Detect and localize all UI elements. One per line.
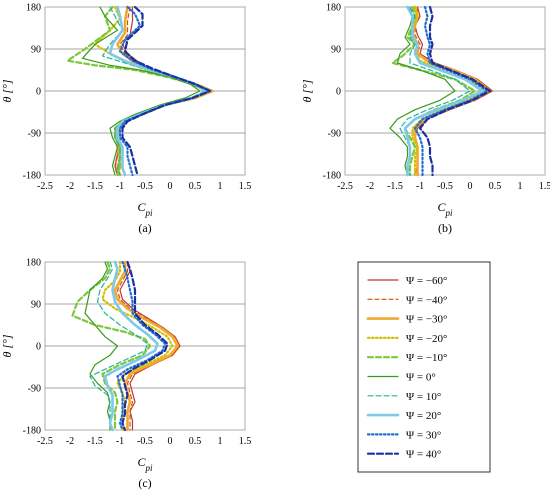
x-axis-label: Cpi: [137, 455, 153, 473]
y-tick-label: 180: [326, 3, 341, 14]
x-tick-label: -2: [66, 436, 74, 447]
y-tick-label: -180: [23, 426, 41, 437]
y-axis-label: θ [°]: [300, 79, 314, 102]
series-line: [113, 260, 179, 432]
legend-label: Ψ = 20°: [406, 410, 441, 422]
series-line: [89, 261, 149, 431]
x-axis-label: Cpi: [137, 200, 153, 218]
y-tick-label: 0: [36, 342, 41, 353]
x-tick-label: 1: [218, 436, 223, 447]
y-tick-label: -90: [28, 129, 41, 140]
legend-label: Ψ = −20°: [406, 333, 447, 345]
chart-panel-2: 180 90 0 -90 -180-2.5 -2 -1.5 -1 -0.5 0 0.5 1 1.5 θ […: [300, 3, 550, 236]
y-tick-label: 180: [26, 258, 41, 269]
legend-item: Ψ = 40°: [366, 449, 441, 461]
x-tick-label: 1: [218, 181, 223, 192]
series-line: [121, 5, 212, 177]
x-tick-label: 0: [168, 436, 173, 447]
legend-label: Ψ = −40°: [406, 294, 447, 306]
legend-item: Ψ = −30°: [366, 314, 447, 326]
y-tick-label: -90: [28, 384, 41, 395]
x-tick-label: 1.5: [239, 181, 252, 192]
x-tick-label: -0.5: [437, 181, 453, 192]
panel-label: (b): [438, 221, 452, 235]
y-tick-label: 0: [36, 87, 41, 98]
legend-item: Ψ = −40°: [367, 294, 447, 306]
x-tick-label: 0.5: [489, 181, 502, 192]
x-tick-label: 0: [168, 181, 173, 192]
x-tick-label: 1.5: [539, 181, 550, 192]
x-tick-label: -2: [66, 181, 74, 192]
legend-label: Ψ = −30°: [406, 314, 447, 326]
chart-panel-1: 180 90 0 -90 -180-2.5 -2 -1.5 -1 -0.5 0 0.5 1 1.5 θ […: [0, 3, 251, 236]
y-tick-label: -180: [23, 171, 41, 182]
y-tick-label: -180: [323, 171, 341, 182]
y-axis-label: θ [°]: [0, 334, 14, 357]
x-tick-label: -1.5: [87, 436, 103, 447]
x-tick-label: 0.5: [189, 436, 202, 447]
legend-item: Ψ = 30°: [366, 429, 441, 441]
series-line: [121, 260, 169, 432]
x-tick-label: -1.5: [387, 181, 403, 192]
x-tick-label: 0.5: [189, 181, 202, 192]
x-tick-label: -1.5: [87, 181, 103, 192]
series-line: [119, 261, 181, 431]
series-line: [408, 5, 487, 177]
legend: Ψ = −60° Ψ = −40° Ψ = −30° Ψ = −20° Ψ = −10°…: [357, 261, 491, 473]
y-tick-label: 180: [26, 3, 41, 14]
legend-label: Ψ = −60°: [406, 275, 447, 287]
series-line: [103, 260, 159, 432]
x-tick-label: -0.5: [137, 436, 153, 447]
y-tick-label: 90: [31, 45, 41, 56]
x-tick-label: -2.5: [37, 181, 53, 192]
panel-label: (c): [138, 476, 151, 490]
series-line: [413, 5, 489, 177]
x-tick-label: 1.5: [239, 436, 252, 447]
legend-label: Ψ = 40°: [406, 449, 441, 461]
series-line: [389, 6, 456, 176]
legend-item: Ψ = 20°: [366, 410, 441, 422]
y-tick-label: -90: [328, 129, 341, 140]
x-tick-label: -1: [116, 181, 124, 192]
x-axis-label: Cpi: [437, 200, 453, 218]
legend-label: Ψ = 0°: [406, 372, 436, 384]
legend-item: Ψ = −20°: [366, 333, 447, 345]
legend-label: Ψ = −10°: [406, 352, 447, 364]
y-tick-label: 0: [336, 87, 341, 98]
legend-label: Ψ = 10°: [406, 391, 441, 403]
series-line: [81, 6, 201, 176]
x-tick-label: 1: [518, 181, 523, 192]
x-tick-label: -2.5: [37, 436, 53, 447]
x-tick-label: 0: [468, 181, 473, 192]
y-tick-label: 90: [31, 300, 41, 311]
y-axis-label: θ [°]: [0, 79, 14, 102]
legend-box: [357, 261, 491, 473]
x-tick-label: -2: [366, 181, 374, 192]
x-tick-label: -0.5: [137, 181, 153, 192]
legend-item: Ψ = 0°: [367, 372, 436, 384]
legend-item: Ψ = −10°: [366, 352, 447, 364]
legend-label: Ψ = 30°: [406, 429, 441, 441]
series-line: [391, 5, 477, 177]
series-line: [418, 5, 492, 177]
x-tick-label: -1: [416, 181, 424, 192]
y-tick-label: 90: [331, 45, 341, 56]
x-tick-label: -1: [116, 436, 124, 447]
legend-item: Ψ = −60°: [367, 275, 447, 287]
x-tick-label: -2.5: [337, 181, 353, 192]
legend-item: Ψ = 10°: [367, 391, 441, 403]
series-line: [116, 261, 181, 431]
series-line: [116, 260, 167, 432]
chart-panel-3: 180 90 0 -90 -180-2.5 -2 -1.5 -1 -0.5 0 0.5 1 1.5 θ […: [0, 258, 251, 491]
series-line: [403, 5, 484, 177]
panel-label: (a): [138, 221, 151, 235]
